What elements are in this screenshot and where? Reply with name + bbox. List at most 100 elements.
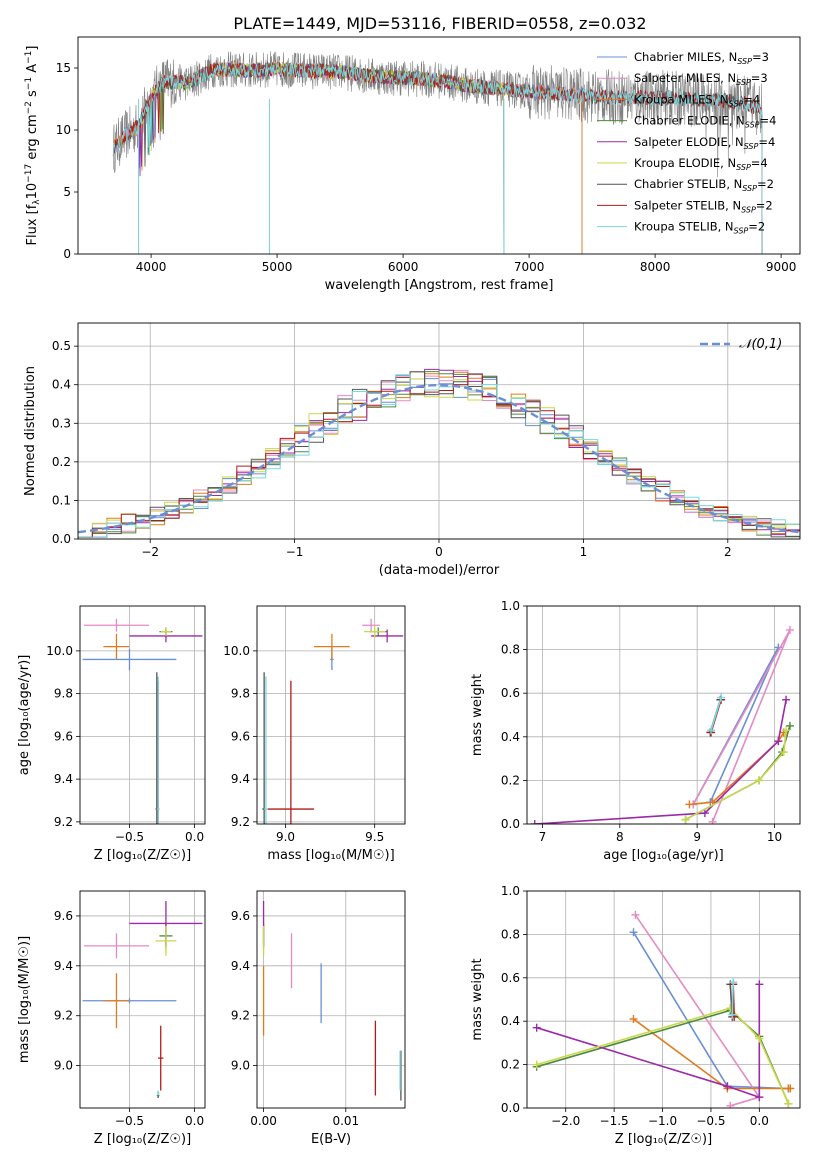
weight-point-marker bbox=[681, 815, 690, 824]
y-tick-label: 0.4 bbox=[52, 378, 71, 392]
x-tick-label: 7 bbox=[539, 830, 547, 844]
y-axis-label: mass weight bbox=[470, 958, 485, 1040]
weight-point-marker bbox=[726, 1101, 735, 1108]
x-tick-label: −2.0 bbox=[551, 1114, 580, 1128]
errorbar-point bbox=[314, 633, 350, 660]
axes-frame bbox=[526, 605, 801, 825]
errorbar-point bbox=[156, 676, 160, 824]
y-tick-label: 9.2 bbox=[54, 815, 73, 829]
x-tick-label: 8000 bbox=[640, 260, 671, 274]
weight-point-marker bbox=[532, 1023, 541, 1032]
mass_vs_ebv-chart: 0.00 0.01 9.0 9.2 9.4 9.6 E(B-V) bbox=[231, 890, 406, 1147]
legend-entry: Salpeter ELODIE, NSSP=4 bbox=[634, 135, 775, 151]
x-tick-label: −1 bbox=[286, 545, 304, 559]
errorbar-point bbox=[158, 1025, 164, 1091]
weight-series-line bbox=[536, 1007, 790, 1105]
y-tick-label: 0 bbox=[63, 247, 71, 261]
weight-point-marker bbox=[784, 1099, 793, 1108]
x-tick-label: 0.0 bbox=[750, 1114, 769, 1128]
y-tick-label: 15 bbox=[56, 61, 71, 75]
age_vs_mass-chart: 9.0 9.5 9.2 9.4 9.6 9.8 10.0 mass [log₁₀(M/M☉)] bbox=[223, 605, 406, 863]
y-tick-label: 0.0 bbox=[501, 1101, 520, 1115]
weight-series-line bbox=[689, 731, 785, 806]
weight-series-line bbox=[731, 982, 734, 1015]
y-tick-label: 9.6 bbox=[54, 909, 73, 923]
mass_vs_Z-chart: −0.5 0.0 9.0 9.2 9.4 9.6 Z [log₁₀(Z/Z☉)] mass [… bbox=[17, 890, 206, 1147]
y-axis-label: mass weight bbox=[470, 674, 485, 756]
x-tick-label: −1.0 bbox=[648, 1114, 677, 1128]
legend-entry: Salpeter MILES, NSSP=3 bbox=[634, 71, 768, 87]
y-axis-label: Normed distribution bbox=[23, 366, 38, 496]
errorbar-point bbox=[155, 925, 177, 956]
y-tick-label: 0.0 bbox=[52, 532, 71, 546]
weight-lines bbox=[530, 625, 794, 824]
y-tick-label: 9.2 bbox=[231, 1009, 250, 1023]
x-tick-label: 9.5 bbox=[365, 830, 384, 844]
x-tick-label: 0.0 bbox=[185, 830, 204, 844]
x-tick-label: 4000 bbox=[136, 260, 167, 274]
y-tick-label: 9.6 bbox=[231, 729, 250, 743]
figure-title: PLATE=1449, MJD=53116, FIBERID=0558, z=0… bbox=[233, 14, 646, 33]
y-tick-label: 9.2 bbox=[54, 1009, 73, 1023]
weight-point-marker bbox=[530, 820, 539, 824]
axes-frame bbox=[256, 605, 406, 825]
y-tick-label: 0.8 bbox=[501, 927, 520, 941]
weight-point-marker bbox=[755, 1093, 764, 1102]
errorbar-point bbox=[363, 625, 386, 639]
weight-series-line bbox=[692, 629, 791, 823]
y-axis-label: mass [log₁₀(M/M☉)] bbox=[17, 936, 32, 1063]
axes-frame bbox=[77, 322, 801, 540]
histogram-step bbox=[78, 369, 800, 538]
weight-point-marker bbox=[707, 726, 716, 735]
x-tick-label: −0.5 bbox=[115, 830, 144, 844]
weight-point-marker bbox=[782, 726, 791, 735]
errorbars bbox=[262, 618, 404, 824]
errorbar-point bbox=[103, 633, 130, 660]
x-tick-label: 0 bbox=[435, 545, 443, 559]
y-tick-label: 0.4 bbox=[501, 1014, 520, 1028]
y-axis-label: Flux [fλ10−17 erg cm−2 s−1 A−1] bbox=[24, 46, 42, 246]
x-tick-label: 9000 bbox=[766, 260, 797, 274]
y-tick-label: 9.0 bbox=[231, 1059, 250, 1073]
x-tick-label: −0.5 bbox=[115, 1114, 144, 1128]
x-axis-label: Z [log₁₀(Z/Z☉)] bbox=[94, 1132, 191, 1147]
x-axis-label: mass [log₁₀(M/M☉)] bbox=[267, 848, 394, 863]
y-tick-label: 0.2 bbox=[501, 1058, 520, 1072]
errorbars bbox=[82, 618, 203, 824]
errorbar-point bbox=[371, 629, 404, 643]
x-axis-label: (data-model)/error bbox=[379, 563, 500, 578]
x-tick-label: −2 bbox=[141, 545, 159, 559]
weight_vs_Z-chart: −2.0 −1.5 −1.0 −0.5 0.0 0.0 0.2 0.4 0.6 0.8 1.0 Z [… bbox=[470, 884, 801, 1147]
y-tick-label: 5 bbox=[63, 185, 71, 199]
y-tick-label: 0.1 bbox=[52, 493, 71, 507]
y-tick-label: 0.3 bbox=[52, 416, 71, 430]
axes-frame bbox=[79, 605, 206, 825]
model-spectrum bbox=[112, 61, 763, 254]
weight-point-marker bbox=[723, 1082, 732, 1091]
x-axis-label: Z [log₁₀(Z/Z☉)] bbox=[615, 1132, 712, 1147]
histogram-step bbox=[78, 371, 800, 538]
model-spectrum bbox=[112, 61, 763, 254]
axes-frame bbox=[526, 890, 801, 1109]
weight-point-marker bbox=[755, 776, 764, 785]
weight-point-marker bbox=[782, 695, 791, 704]
x-tick-label: 10 bbox=[767, 830, 782, 844]
y-tick-label: 9.0 bbox=[54, 1059, 73, 1073]
weight-point-marker bbox=[685, 800, 694, 809]
y-tick-label: 9.4 bbox=[231, 959, 250, 973]
histograms bbox=[78, 368, 800, 538]
y-tick-label: 9.2 bbox=[231, 815, 250, 829]
gaussian-curve bbox=[78, 383, 800, 534]
errorbar-point bbox=[362, 618, 381, 632]
weight_vs_age-chart: 7 8 9 10 0.0 0.2 0.4 0.6 0.8 1.0 age [log₁₀(age/yr… bbox=[470, 599, 801, 863]
legend-entry: Chabrier MILES, NSSP=3 bbox=[634, 50, 769, 66]
weight-point-marker bbox=[629, 1015, 638, 1024]
x-axis-label: wavelength [Angstrom, rest frame] bbox=[325, 278, 554, 293]
y-tick-label: 0.2 bbox=[501, 773, 520, 787]
weight-point-marker bbox=[532, 1060, 541, 1069]
y-tick-label: 9.6 bbox=[231, 909, 250, 923]
errorbars bbox=[82, 900, 203, 1099]
age_vs_Z-chart: −0.5 0.0 9.2 9.4 9.6 9.8 10.0 Z [log₁₀(Z/Z☉)] ag… bbox=[17, 605, 206, 863]
weight-point-marker bbox=[785, 721, 794, 730]
